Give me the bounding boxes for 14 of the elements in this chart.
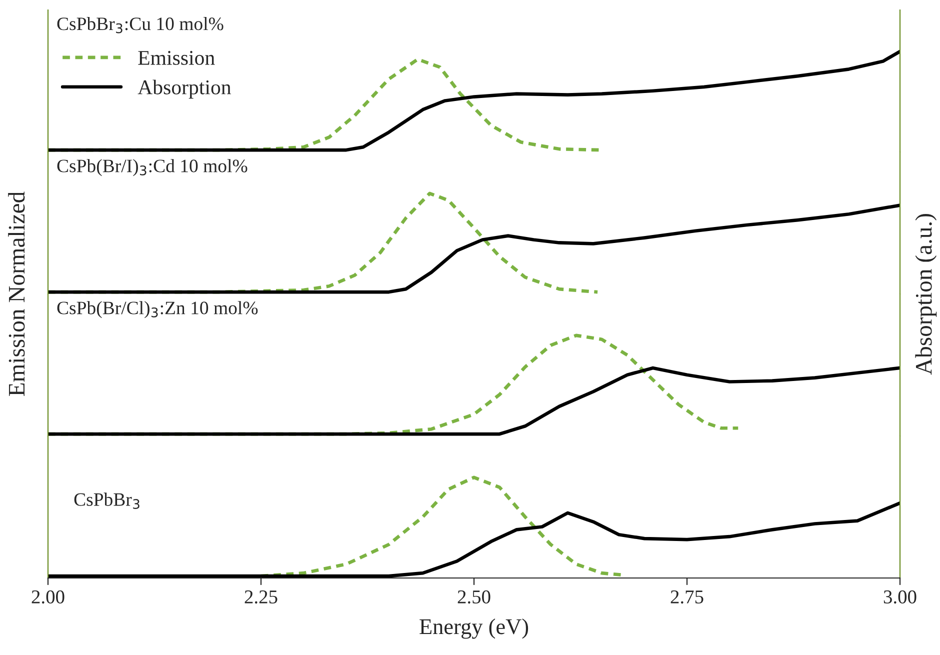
chart-title: CsPbBr$_{3}$:Cu 10 mol% (57, 16, 224, 34)
x-tick-label: 2.00 (32, 590, 64, 604)
y2-axis-title: Absorption (a.u.) (915, 214, 937, 375)
chart-title: CsPb(Br/I)$_{3}$:Cd 10 mol% (57, 159, 248, 176)
x-tick-label: 3.00 (884, 590, 916, 604)
y-axis-title: Emission Normalized (8, 192, 25, 396)
legend-label: Absorption (138, 80, 232, 99)
text: CsPbBr$_{3}$ (74, 492, 140, 509)
chart-title: CsPb(Br/Cl)$_{3}$:Zn 10 mol% (57, 301, 258, 318)
legend-label: Emission (138, 50, 215, 65)
x-tick-label: 2.25 (244, 590, 278, 604)
x-axis-title: Energy (eV) (420, 618, 528, 639)
x-tick-label: 2.75 (670, 590, 704, 604)
x-tick-label: 2.50 (458, 590, 490, 604)
